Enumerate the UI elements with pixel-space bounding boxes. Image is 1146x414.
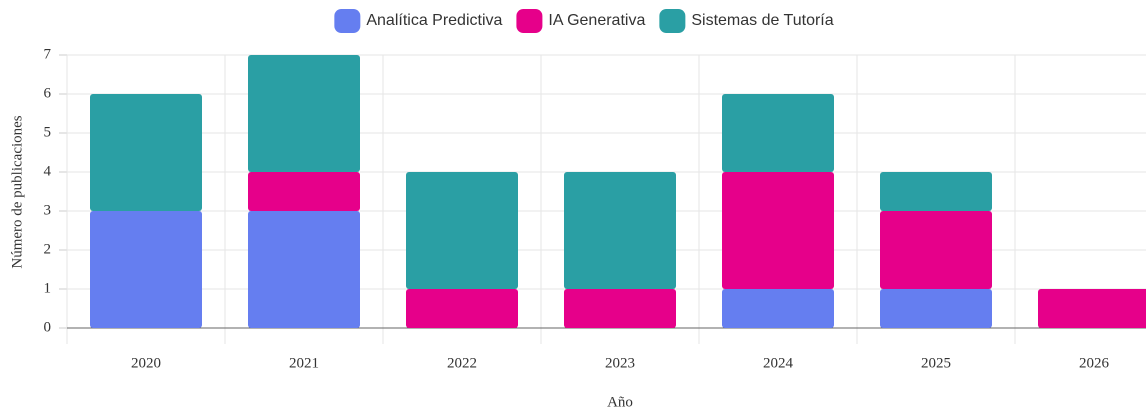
bar-segment — [722, 289, 834, 328]
bar-segment — [880, 172, 992, 211]
x-tick-label: 2025 — [921, 355, 951, 371]
x-tick-label: 2021 — [289, 355, 319, 371]
bar-segment — [564, 289, 676, 328]
y-tick-label: 1 — [44, 280, 52, 296]
bar-segment — [248, 211, 360, 328]
x-tick-label: 2026 — [1079, 355, 1110, 371]
bar-segment — [880, 211, 992, 289]
legend-swatch — [659, 9, 686, 33]
bar-segment — [90, 94, 202, 211]
bar-segment — [406, 172, 518, 289]
bar-segment — [564, 172, 676, 289]
bar-segment — [90, 211, 202, 328]
x-axis-label: Año — [607, 394, 633, 410]
y-tick-label: 3 — [44, 202, 52, 218]
bar-segment — [406, 289, 518, 328]
bar-segment — [248, 172, 360, 211]
bar-segment — [722, 94, 834, 172]
x-tick-label: 2024 — [763, 355, 794, 371]
legend-label: IA Generativa — [548, 12, 645, 29]
x-tick-label: 2022 — [447, 355, 477, 371]
legend-swatch — [516, 9, 543, 33]
bar-segment — [248, 55, 360, 172]
bar-segment — [1038, 289, 1146, 328]
y-tick-label: 0 — [44, 319, 52, 335]
x-tick-label: 2020 — [131, 355, 161, 371]
legend-swatch — [334, 9, 361, 33]
y-tick-label: 4 — [44, 163, 52, 179]
y-tick-label: 2 — [44, 241, 52, 257]
y-tick-label: 5 — [44, 124, 52, 140]
bar-segment — [880, 289, 992, 328]
y-axis-label: Número de publicaciones — [9, 115, 25, 268]
legend-label: Sistemas de Tutoría — [691, 12, 833, 29]
x-tick-label: 2023 — [605, 355, 635, 371]
legend-label: Analítica Predictiva — [366, 12, 502, 29]
y-tick-label: 6 — [44, 85, 52, 101]
bar-segment — [722, 172, 834, 289]
y-tick-label: 7 — [44, 46, 52, 62]
